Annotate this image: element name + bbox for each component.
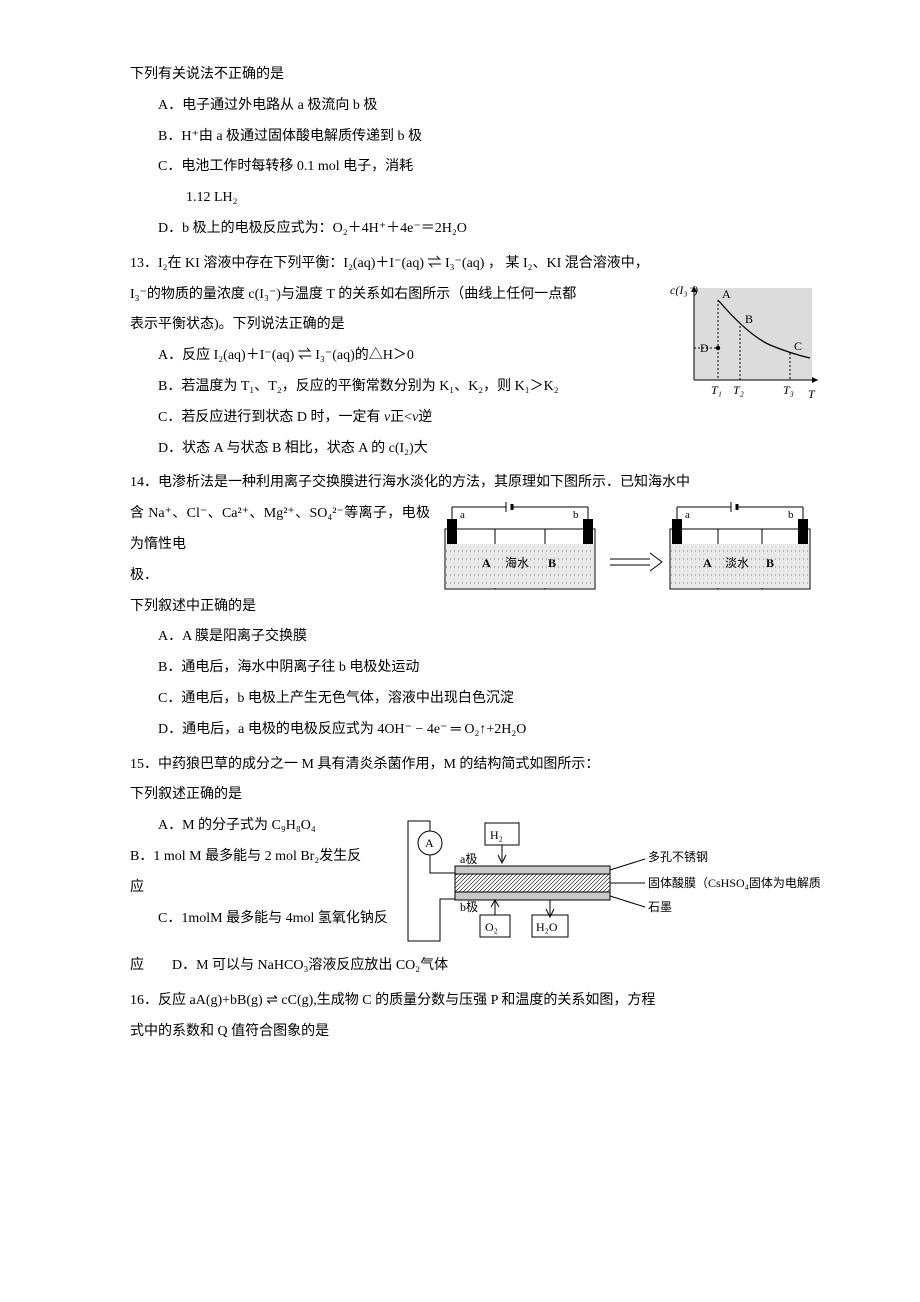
label-fresh: 淡水 xyxy=(725,556,749,570)
fuel-cell-diagram: H₂ A a极 b极 多孔不锈钢 固体酸膜（CsHSO₄固 xyxy=(400,811,820,951)
q16-stem-2: 式中的系数和 Q 值符合图象的是 xyxy=(130,1017,820,1048)
label-sea: 海水 xyxy=(505,555,529,570)
membrane-layer xyxy=(455,874,610,892)
q13c-a: C．若反应进行到状态 D 时，一定有 xyxy=(158,410,384,425)
label-steel: 多孔不锈钢 xyxy=(648,850,708,864)
q14-diagram: a b A 海水 B xyxy=(440,499,820,599)
a-pole-label: a极 xyxy=(460,852,477,866)
tick-t1: T₁ xyxy=(711,383,722,397)
q13-chart: A B C D c(I₃⁻) T₁ T₂ T₃ T xyxy=(670,280,820,405)
h2-label: H₂ xyxy=(490,828,503,842)
cell-left: a b A 海水 B xyxy=(445,502,595,589)
q12-opt-a: A．电子通过外电路从 a 极流向 b 极 xyxy=(158,91,820,122)
q14-stem-1: 14．电渗析法是一种利用离子交换膜进行海水淡化的方法，其原理如下图所示．已知海水… xyxy=(130,468,820,499)
q12-opt-d: D．b 极上的电极反应式为：O₂＋4H⁺＋4e⁻＝2H₂O xyxy=(158,214,820,245)
ammeter-label: A xyxy=(425,836,434,850)
label-B-left: B xyxy=(548,556,556,570)
q15-stem-1: 15．中药狼巴草的成分之一 M 具有清炎杀菌作用，M 的结构简式如图所示： xyxy=(130,750,820,781)
h2o-label: H₂O xyxy=(536,920,558,934)
electrodialysis-diagram: a b A 海水 B xyxy=(440,499,820,599)
xlabel: T xyxy=(808,387,816,401)
q13-stem-1: 13．I₂在 KI 溶液中存在下列平衡：I₂(aq)＋I⁻(aq) ⇌ I₃⁻(… xyxy=(130,249,820,280)
x-arrow xyxy=(812,377,818,383)
label-b-right: b xyxy=(788,509,794,521)
label-A-left: A xyxy=(482,556,491,570)
q13-block: 13．I₂在 KI 溶液中存在下列平衡：I₂(aq)＋I⁻(aq) ⇌ I₃⁻(… xyxy=(130,249,820,465)
a-electrode-layer xyxy=(455,866,610,874)
pt-b: B xyxy=(745,312,753,326)
q16-stem-1: 16．反应 aA(g)+bB(g) ⇌ cC(g),生成物 C 的质量分数与压强… xyxy=(130,986,820,1017)
pt-c: C xyxy=(794,339,802,353)
q13-opt-c: C．若反应进行到状态 D 时，一定有 v正<v逆 xyxy=(158,403,820,434)
label-a-left: a xyxy=(460,509,465,521)
q13-opt-d: D．状态 A 与状态 B 相比，状态 A 的 c(I₂)大 xyxy=(158,434,820,465)
q12-opt-c: C．电池工作时每转移 0.1 mol 电子，消耗 xyxy=(158,152,820,183)
q14-opt-c: C．通电后，b 电极上产生无色气体，溶液中出现白色沉淀 xyxy=(158,684,820,715)
label-a-right: a xyxy=(685,509,690,521)
q14-opt-d: D．通电后，a 电极的电极反应式为 4OH⁻ − 4e⁻ ═ O₂↑+2H₂O xyxy=(158,715,820,746)
label-graphite: 石墨 xyxy=(648,900,672,914)
q15-opt-c-d-line: 应 D．M 可以与 NaHCO₃溶液反应放出 CO₂气体 xyxy=(130,951,820,982)
tick-t2: T₂ xyxy=(733,383,744,397)
q15-cell-diagram: H₂ A a极 b极 多孔不锈钢 固体酸膜（CsHSO₄固 xyxy=(400,811,820,951)
q12-opt-b: B．H⁺由 a 极通过固体酸电解质传递到 b 极 xyxy=(158,122,820,153)
label-A-right: A xyxy=(703,556,712,570)
pt-d: D xyxy=(700,341,709,355)
q13c-c: 逆 xyxy=(418,410,432,425)
q15-stem-2: 下列叙述正确的是 xyxy=(130,780,820,811)
q15-opt-d: D．M 可以与 NaHCO₃溶液反应放出 CO₂气体 xyxy=(172,958,448,973)
exam-page: 下列有关说法不正确的是 A．电子通过外电路从 a 极流向 b 极 B．H⁺由 a… xyxy=(0,0,920,1302)
q12-opt-c-line2: 1.12 LH₂ xyxy=(186,183,820,214)
q14-opt-b: B．通电后，海水中阴离子往 b 电极处运动 xyxy=(158,653,820,684)
ylabel: c(I₃⁻) xyxy=(670,283,698,297)
label-membrane: 固体酸膜（CsHSO₄固体为电解质传递 H⁺） xyxy=(648,875,820,890)
concentration-temperature-chart: A B C D c(I₃⁻) T₁ T₂ T₃ T xyxy=(670,280,820,405)
q15-opt-c-2: 应 xyxy=(130,958,144,973)
q14-opt-a: A．A 膜是阳离子交换膜 xyxy=(158,622,820,653)
b-pole-label: b极 xyxy=(460,900,478,914)
cell-right: a b A 淡水 B xyxy=(670,502,810,589)
q12-stem: 下列有关说法不正确的是 xyxy=(130,60,820,91)
b-electrode-layer xyxy=(455,892,610,900)
tick-t3: T₃ xyxy=(783,383,794,397)
point-d-marker xyxy=(716,345,720,349)
label-b-left: b xyxy=(573,509,579,521)
arrow-icon xyxy=(610,553,662,571)
o2-label: O₂ xyxy=(485,920,498,934)
pt-a: A xyxy=(722,287,731,301)
q13c-b: 正< xyxy=(390,410,412,425)
label-B-right: B xyxy=(766,556,774,570)
